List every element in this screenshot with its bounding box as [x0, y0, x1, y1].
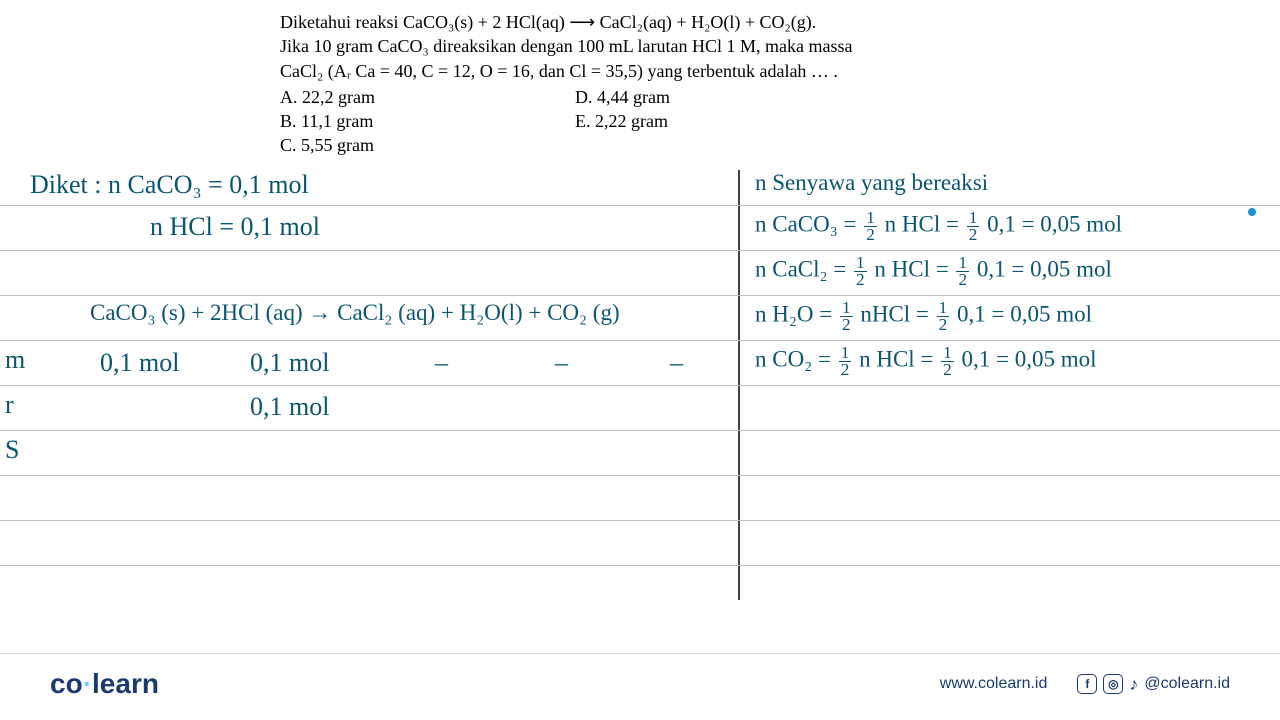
ruled-line	[0, 430, 1280, 431]
footer: co·learn www.colearn.id f ◎ ♪ @colearn.i…	[0, 653, 1280, 700]
frac-icon: 12	[937, 300, 950, 332]
social-handles: f ◎ ♪ @colearn.id	[1077, 674, 1230, 695]
co2-b: n HCl =	[859, 346, 933, 371]
option-d: D. 4,44 gram	[575, 85, 670, 109]
option-c: C. 5,55 gram	[280, 133, 375, 157]
m-val-2: 0,1 mol	[250, 348, 329, 378]
m-val-1: 0,1 mol	[100, 348, 179, 378]
option-b: B. 11,1 gram	[280, 109, 375, 133]
notebook-area: Diket : n CaCO₃ = 0,1 mol n HCl = 0,1 mo…	[0, 170, 1280, 610]
cacl2-b: n HCl =	[874, 256, 948, 281]
frac-icon: 12	[854, 255, 867, 287]
right-title: n Senyawa yang bereaksi	[755, 170, 988, 196]
tiktok-icon: ♪	[1129, 674, 1138, 695]
problem-line-3: CaCl₂ (Aᵣ Ca = 40, C = 12, O = 16, dan C…	[280, 59, 1040, 83]
cacl2-a: n CaCl₂ =	[755, 256, 846, 281]
h2o-b: nHCl =	[860, 301, 929, 326]
frac-icon: 12	[941, 345, 954, 377]
logo-part-a: co	[50, 668, 83, 699]
cacl2-c: 0,1 = 0,05 mol	[977, 256, 1112, 281]
m-label: m	[5, 345, 25, 375]
co2-c: 0,1 = 0,05 mol	[962, 346, 1097, 371]
url: www.colearn.id	[940, 675, 1048, 693]
r-val: 0,1 mol	[250, 392, 329, 422]
accent-dot-icon	[1248, 208, 1256, 216]
equation: CaCO₃ (s) + 2HCl (aq) → CaCl₂ (aq) + H₂O…	[90, 300, 620, 326]
r-label: r	[5, 390, 14, 420]
frac-icon: 12	[967, 210, 980, 242]
logo-part-b: learn	[92, 668, 159, 699]
h2o-a: n H₂O =	[755, 301, 832, 326]
ruled-line	[0, 295, 1280, 296]
co2-a: n CO₂ =	[755, 346, 831, 371]
row-h2o: n H₂O = 12 nHCl = 12 0,1 = 0,05 mol	[755, 300, 1092, 332]
logo: co·learn	[50, 668, 159, 700]
ruled-line	[0, 250, 1280, 251]
facebook-icon: f	[1077, 674, 1097, 694]
options: A. 22,2 gram B. 11,1 gram C. 5,55 gram D…	[280, 85, 1040, 158]
row-cacl2: n CaCl₂ = 12 n HCl = 12 0,1 = 0,05 mol	[755, 255, 1112, 287]
ruled-line	[0, 385, 1280, 386]
caco3-c: 0,1 = 0,05 mol	[987, 211, 1122, 236]
frac-icon: 12	[840, 300, 853, 332]
ruled-line	[0, 205, 1280, 206]
instagram-icon: ◎	[1103, 674, 1123, 694]
dash-3: –	[670, 348, 683, 378]
dash-2: –	[555, 348, 568, 378]
row-co2: n CO₂ = 12 n HCl = 12 0,1 = 0,05 mol	[755, 345, 1097, 377]
option-a: A. 22,2 gram	[280, 85, 375, 109]
caco3-b: n HCl =	[885, 211, 959, 236]
problem-line-2: Jika 10 gram CaCO₃ direaksikan dengan 10…	[280, 34, 1040, 58]
dash-1: –	[435, 348, 448, 378]
frac-icon: 12	[864, 210, 877, 242]
ruled-line	[0, 475, 1280, 476]
row-caco3: n CaCO₃ = 12 n HCl = 12 0,1 = 0,05 mol	[755, 210, 1122, 242]
option-e: E. 2,22 gram	[575, 109, 670, 133]
diket-line: Diket : n CaCO₃ = 0,1 mol	[30, 170, 309, 200]
ruled-line	[0, 340, 1280, 341]
h2o-c: 0,1 = 0,05 mol	[957, 301, 1092, 326]
caco3-a: n CaCO₃ =	[755, 211, 857, 236]
nhcl-line: n HCl = 0,1 mol	[150, 212, 320, 242]
handle-text: @colearn.id	[1144, 675, 1230, 693]
frac-icon: 12	[956, 255, 969, 287]
frac-icon: 12	[839, 345, 852, 377]
s-label: S	[5, 435, 19, 465]
ruled-line	[0, 520, 1280, 521]
ruled-line	[0, 565, 1280, 566]
logo-dot-icon: ·	[83, 668, 92, 699]
problem-text: Diketahui reaksi CaCO₃(s) + 2 HCl(aq) ⟶ …	[280, 10, 1040, 158]
problem-line-1: Diketahui reaksi CaCO₃(s) + 2 HCl(aq) ⟶ …	[280, 10, 1040, 34]
